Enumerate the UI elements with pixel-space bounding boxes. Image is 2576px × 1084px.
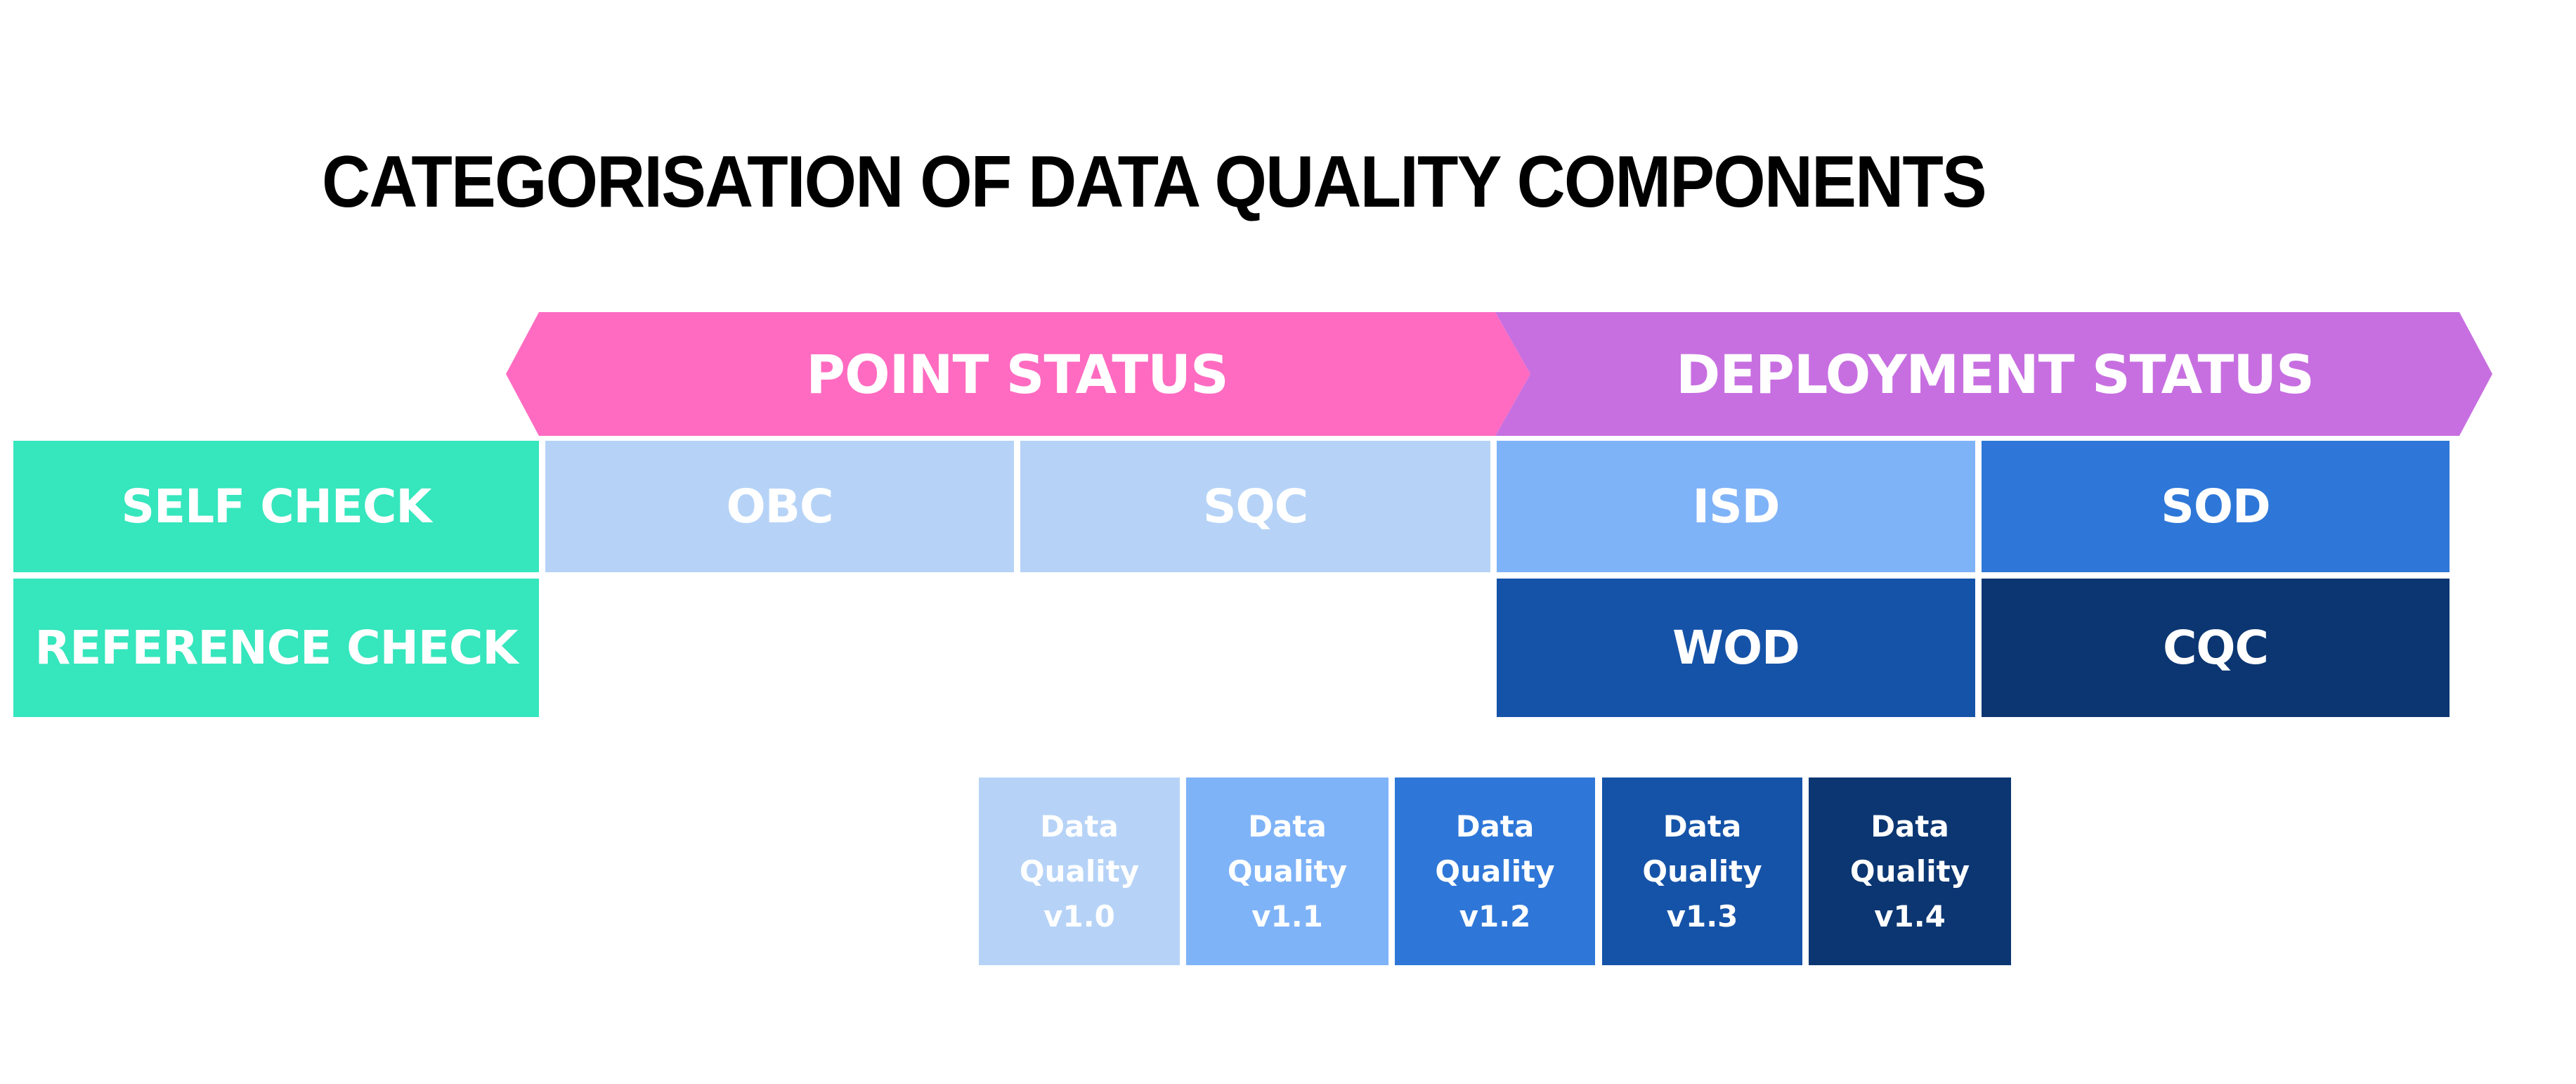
legend-v1-3: Data Quality v1.3 [1602, 777, 1802, 965]
legend-line: Quality [1642, 853, 1762, 889]
cell-obc: OBC [545, 441, 1014, 572]
legend-line: Quality [1227, 853, 1348, 889]
point-status-arrow [506, 312, 1530, 436]
cell-cqc: CQC [1982, 579, 2450, 717]
legend-line: Quality [1019, 853, 1140, 889]
legend-version: v1.3 [1666, 898, 1738, 934]
legend-line: Data [1871, 808, 1949, 844]
legend-line: Quality [1849, 853, 1970, 889]
row-reference-check: REFERENCE CHECK [13, 579, 539, 717]
legend-line: Data [1455, 808, 1535, 844]
diagram-title: CATEGORISATION OF DATA QUALITY COMPONENT… [322, 141, 1987, 223]
legend-version: v1.1 [1251, 898, 1323, 934]
cell-sod: SOD [1982, 441, 2450, 572]
deployment-status-header: DEPLOYMENT STATUS [1676, 342, 2315, 406]
legend-version: v1.0 [1043, 898, 1115, 934]
legend-v1-0: Data Quality v1.0 [979, 777, 1180, 965]
cell-sqc: SQC [1020, 441, 1490, 572]
legend-version: v1.2 [1459, 898, 1531, 934]
cell-isd: ISD [1497, 441, 1975, 572]
legend-v1-1: Data Quality v1.1 [1186, 777, 1388, 965]
point-status-header: POINT STATUS [806, 342, 1228, 406]
legend-line: Data [1040, 808, 1119, 844]
legend-line: Data [1663, 808, 1742, 844]
legend-version: v1.4 [1874, 898, 1946, 934]
legend-v1-4: Data Quality v1.4 [1809, 777, 2011, 965]
legend-line: Data [1248, 808, 1327, 844]
legend-line: Quality [1435, 853, 1555, 889]
legend-v1-2: Data Quality v1.2 [1395, 777, 1595, 965]
deployment-status-arrow [1495, 312, 2492, 436]
row-self-check: SELF CHECK [13, 441, 539, 572]
cell-wod: WOD [1497, 579, 1975, 717]
